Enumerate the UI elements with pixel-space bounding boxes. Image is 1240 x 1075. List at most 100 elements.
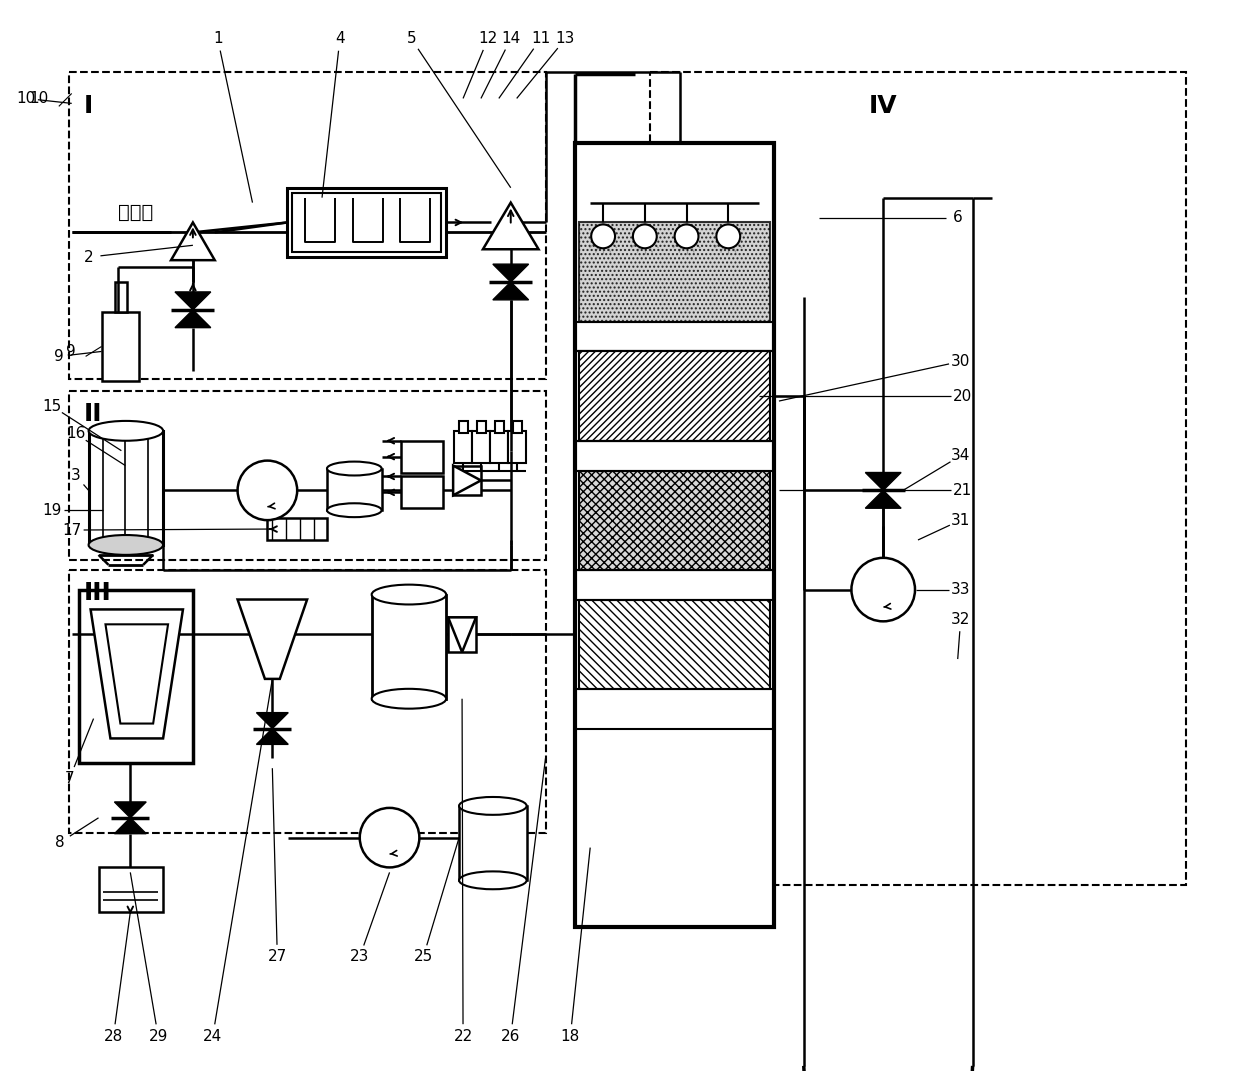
Circle shape [717, 225, 740, 248]
Ellipse shape [372, 585, 446, 604]
Text: 21: 21 [954, 483, 972, 498]
Text: 18: 18 [560, 1029, 580, 1044]
Polygon shape [238, 600, 308, 679]
Polygon shape [257, 729, 288, 744]
Text: II: II [83, 402, 102, 426]
Bar [472, 431, 490, 462]
Polygon shape [175, 310, 211, 328]
Bar [579, 600, 770, 689]
Text: 33: 33 [951, 582, 971, 597]
Bar [402, 476, 443, 508]
Bar [402, 441, 443, 473]
Bar [68, 391, 546, 560]
Text: 9: 9 [66, 344, 76, 359]
Ellipse shape [372, 689, 446, 708]
Text: 15: 15 [42, 399, 62, 414]
Polygon shape [175, 292, 211, 310]
Bar [268, 518, 327, 540]
Text: 23: 23 [350, 949, 370, 964]
Bar [372, 594, 446, 699]
Bar [459, 421, 467, 433]
Circle shape [632, 225, 657, 248]
Text: 19: 19 [42, 503, 62, 518]
Bar [115, 282, 128, 312]
Bar [448, 617, 476, 653]
Text: 3: 3 [71, 468, 81, 483]
Circle shape [591, 225, 615, 248]
Polygon shape [492, 264, 528, 282]
Polygon shape [114, 802, 146, 818]
Ellipse shape [327, 503, 382, 517]
Text: 20: 20 [954, 388, 972, 403]
Polygon shape [114, 818, 146, 834]
Circle shape [852, 558, 915, 621]
Polygon shape [171, 223, 215, 260]
Bar [68, 570, 546, 833]
Ellipse shape [88, 535, 164, 555]
Bar [459, 806, 527, 880]
Text: 14: 14 [501, 31, 521, 46]
Ellipse shape [88, 421, 164, 441]
Bar [579, 352, 770, 441]
Bar [293, 192, 441, 253]
Text: 26: 26 [501, 1029, 521, 1044]
Text: 1: 1 [213, 31, 222, 46]
Text: 2: 2 [84, 249, 93, 264]
Bar [579, 223, 770, 321]
Bar [68, 72, 546, 379]
Polygon shape [866, 473, 901, 490]
Text: 25: 25 [414, 949, 433, 964]
Polygon shape [105, 625, 169, 723]
Text: 22: 22 [454, 1029, 472, 1044]
Bar [579, 471, 770, 570]
Text: 11: 11 [531, 31, 551, 46]
Text: 34: 34 [951, 448, 971, 463]
Text: 24: 24 [203, 1029, 222, 1044]
Text: 9: 9 [53, 349, 63, 364]
Text: 27: 27 [268, 949, 286, 964]
Bar [78, 589, 193, 763]
Circle shape [360, 808, 419, 868]
Bar [98, 868, 164, 912]
Text: 32: 32 [951, 612, 971, 627]
Text: 5: 5 [407, 31, 417, 46]
Text: I: I [83, 95, 93, 118]
Text: 8: 8 [55, 835, 64, 850]
Text: 31: 31 [951, 513, 971, 528]
Text: 7: 7 [64, 771, 74, 786]
Bar [454, 431, 472, 462]
Text: 16: 16 [66, 427, 86, 442]
Ellipse shape [459, 872, 527, 889]
Text: 17: 17 [62, 522, 82, 538]
Bar [490, 431, 507, 462]
Text: 4: 4 [335, 31, 345, 46]
Ellipse shape [459, 797, 527, 815]
Bar [495, 421, 503, 433]
Text: IV: IV [868, 95, 897, 118]
Text: 13: 13 [556, 31, 575, 46]
Text: 热烟气: 热烟气 [118, 202, 154, 221]
Bar [512, 421, 522, 433]
Polygon shape [257, 713, 288, 729]
Bar [650, 72, 1187, 886]
Text: 30: 30 [951, 354, 971, 369]
Bar [453, 465, 481, 496]
Polygon shape [482, 202, 538, 249]
Text: III: III [83, 580, 112, 604]
Bar [288, 188, 446, 257]
Circle shape [238, 460, 298, 520]
Ellipse shape [327, 461, 382, 475]
Circle shape [675, 225, 698, 248]
Bar [102, 312, 139, 382]
Polygon shape [492, 282, 528, 300]
Text: 10: 10 [29, 91, 48, 106]
Text: 29: 29 [149, 1029, 167, 1044]
Polygon shape [866, 490, 901, 508]
Text: 28: 28 [104, 1029, 123, 1044]
Polygon shape [91, 610, 184, 739]
Text: 10: 10 [16, 91, 36, 106]
Text: 6: 6 [952, 210, 962, 225]
Bar [575, 143, 774, 927]
Bar [477, 421, 486, 433]
Text: 12: 12 [479, 31, 497, 46]
